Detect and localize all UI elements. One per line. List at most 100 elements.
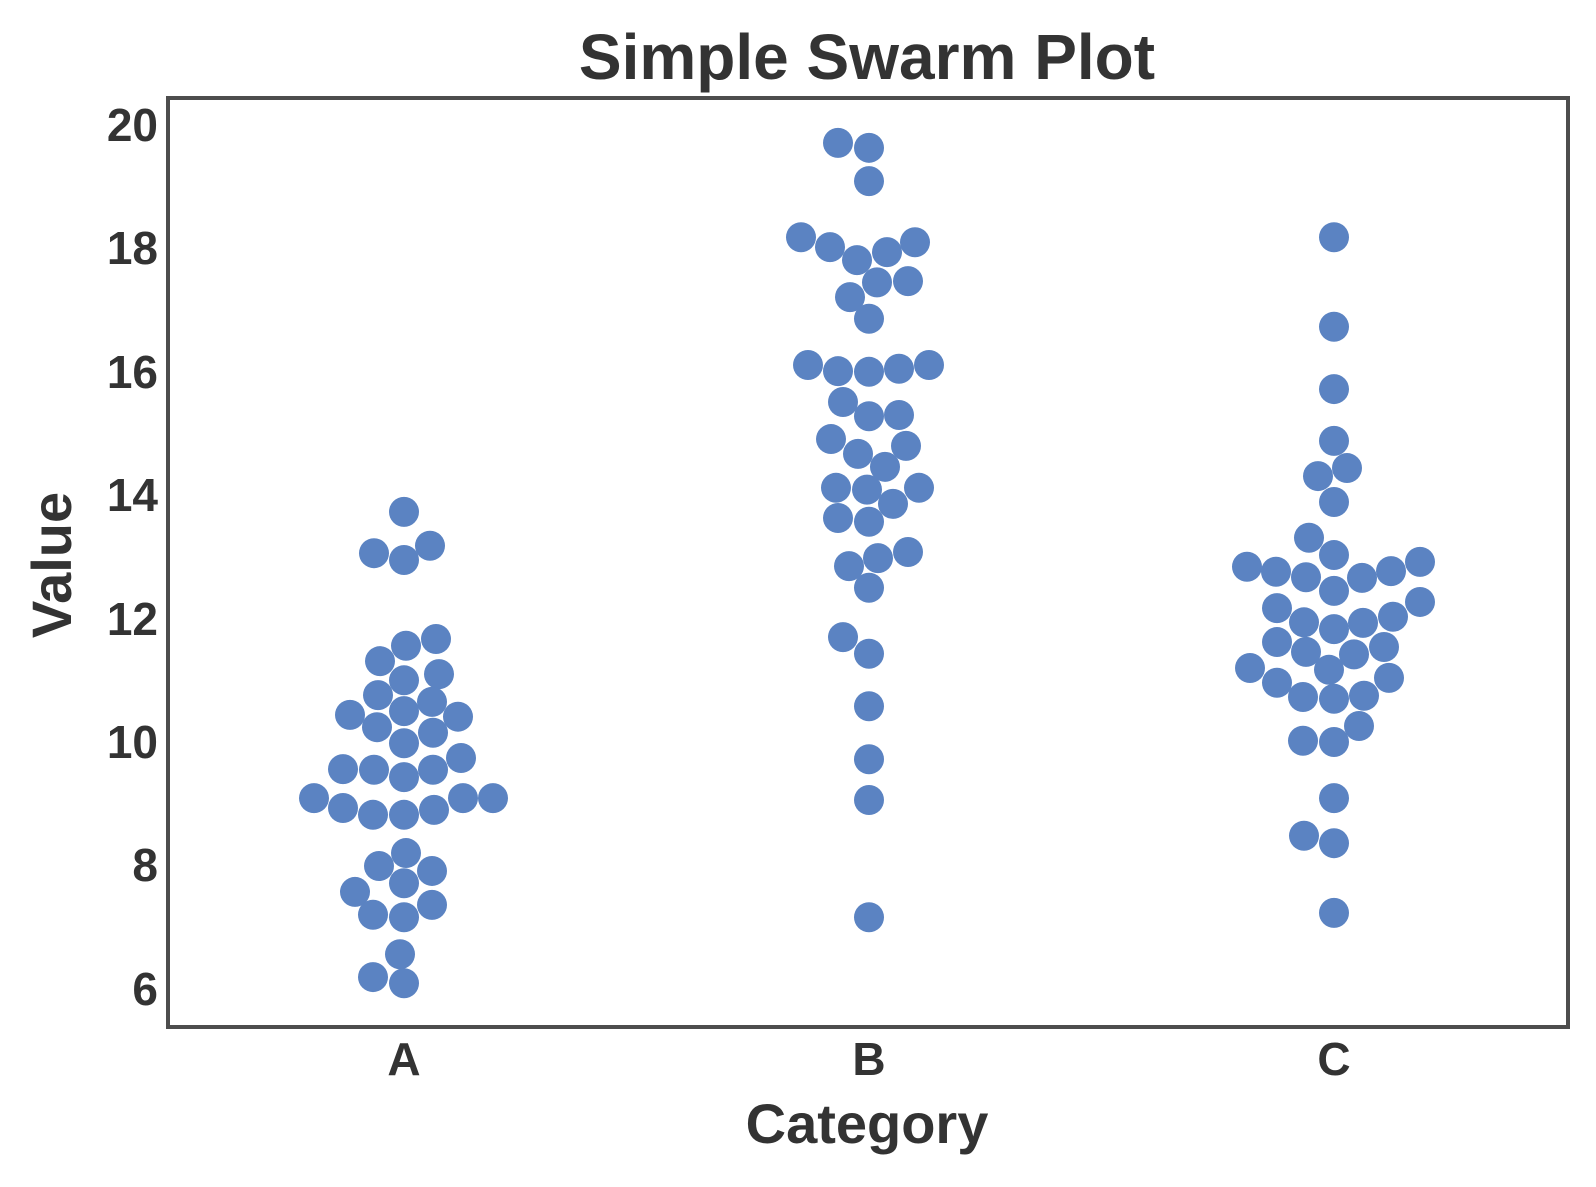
data-point xyxy=(852,474,882,505)
x-tick-label-a: A xyxy=(387,1033,421,1085)
series-c xyxy=(1232,222,1435,928)
data-point xyxy=(419,794,449,825)
data-point xyxy=(478,783,508,814)
data-point xyxy=(418,754,448,785)
data-point xyxy=(854,744,884,775)
data-point xyxy=(1344,710,1374,741)
data-point xyxy=(900,227,930,258)
data-point xyxy=(1314,654,1344,685)
data-point xyxy=(786,222,816,253)
data-point xyxy=(1319,897,1349,928)
data-point xyxy=(914,350,944,381)
data-point xyxy=(1319,540,1349,571)
y-tick-label: 20 xyxy=(106,99,158,151)
data-point xyxy=(385,939,415,970)
data-point xyxy=(823,503,853,534)
data-point xyxy=(335,699,365,730)
data-point xyxy=(854,902,884,933)
data-point xyxy=(417,889,447,920)
plot-area xyxy=(166,96,1570,1029)
data-point xyxy=(863,543,893,574)
data-point xyxy=(1261,556,1291,587)
data-point xyxy=(893,266,923,297)
data-point xyxy=(417,686,447,717)
y-tick-label: 10 xyxy=(106,716,158,768)
data-point xyxy=(358,962,388,993)
data-point xyxy=(1319,374,1349,405)
data-point xyxy=(815,232,845,263)
data-point xyxy=(862,267,892,298)
data-point xyxy=(418,717,448,748)
data-point xyxy=(389,968,419,999)
data-point xyxy=(854,638,884,669)
data-point xyxy=(823,127,853,158)
data-point xyxy=(389,496,419,527)
y-tick-label: 14 xyxy=(106,469,158,522)
data-point xyxy=(389,665,419,696)
data-point xyxy=(854,356,884,387)
data-point xyxy=(1405,586,1435,617)
data-point xyxy=(415,530,445,561)
data-point xyxy=(1319,425,1349,456)
data-point xyxy=(1262,627,1292,658)
data-point xyxy=(854,401,884,432)
data-point xyxy=(884,353,914,384)
data-point xyxy=(823,356,853,387)
data-point xyxy=(359,538,389,569)
data-point xyxy=(1288,725,1318,756)
data-point xyxy=(842,245,872,276)
data-point xyxy=(1319,783,1349,814)
data-point xyxy=(362,712,392,743)
data-point xyxy=(828,622,858,653)
data-point xyxy=(1294,522,1324,553)
x-tick-label-c: C xyxy=(1317,1033,1351,1085)
data-point xyxy=(843,438,873,469)
data-point xyxy=(1262,667,1292,698)
data-point xyxy=(1339,639,1369,670)
data-point xyxy=(1405,546,1435,577)
x-axis-label: Category xyxy=(745,1092,989,1155)
data-point xyxy=(1319,575,1349,606)
data-point xyxy=(417,855,447,886)
data-point xyxy=(1289,820,1319,851)
data-point xyxy=(389,762,419,793)
data-point xyxy=(299,783,329,814)
data-point xyxy=(893,536,923,567)
data-point xyxy=(1349,680,1379,711)
data-point xyxy=(365,646,395,677)
data-point xyxy=(446,743,476,774)
data-point xyxy=(1347,562,1377,593)
data-point xyxy=(1374,662,1404,693)
data-point xyxy=(328,754,358,785)
x-tick-label-b: B xyxy=(852,1033,886,1085)
data-point xyxy=(1288,681,1318,712)
data-point xyxy=(1319,311,1349,342)
data-point xyxy=(1303,461,1333,492)
series-a xyxy=(299,496,508,999)
data-point xyxy=(1348,607,1378,638)
y-tick-label: 18 xyxy=(106,222,158,275)
data-point xyxy=(1376,556,1406,587)
data-point xyxy=(1232,551,1262,582)
data-point xyxy=(1332,453,1362,484)
data-point xyxy=(854,506,884,537)
data-point xyxy=(389,544,419,575)
data-point xyxy=(834,551,864,582)
data-point xyxy=(358,799,388,830)
data-point xyxy=(389,799,419,830)
data-point xyxy=(1319,727,1349,757)
data-point xyxy=(891,430,921,461)
data-point xyxy=(1319,683,1349,714)
data-point xyxy=(854,132,884,163)
data-point xyxy=(1291,562,1321,593)
data-point xyxy=(389,696,419,727)
data-point xyxy=(870,451,900,482)
y-axis-label: Value xyxy=(20,491,83,639)
data-point xyxy=(1319,614,1349,645)
data-point xyxy=(835,282,865,313)
y-tick-label: 8 xyxy=(132,839,158,892)
series-b xyxy=(786,127,944,933)
data-point xyxy=(1289,607,1319,638)
data-point xyxy=(854,691,884,722)
